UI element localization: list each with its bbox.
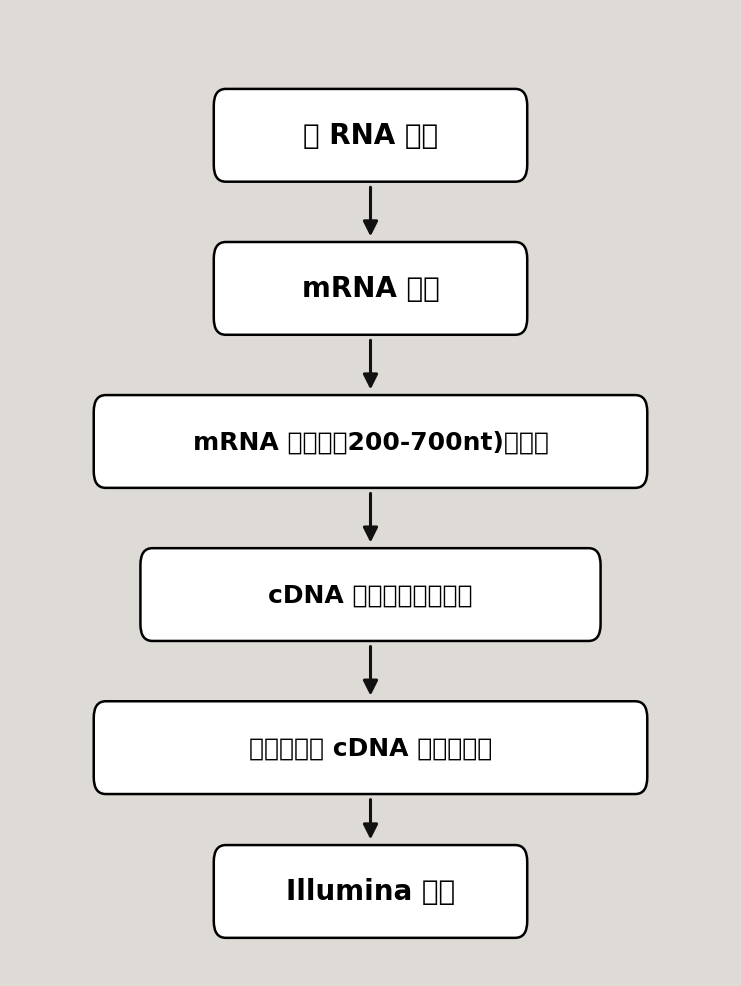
FancyBboxPatch shape: [93, 702, 647, 795]
FancyBboxPatch shape: [140, 548, 600, 641]
Text: 片段筛选和 cDNA 文库的建立: 片段筛选和 cDNA 文库的建立: [249, 736, 492, 760]
FancyBboxPatch shape: [93, 395, 647, 488]
Text: mRNA 富集: mRNA 富集: [302, 275, 439, 303]
FancyBboxPatch shape: [213, 243, 527, 335]
FancyBboxPatch shape: [213, 90, 527, 182]
Text: Illumina 测序: Illumina 测序: [286, 878, 455, 905]
Text: cDNA 的合成和接头连接: cDNA 的合成和接头连接: [268, 583, 473, 607]
Text: mRNA 短片段（200-700nt)的获得: mRNA 短片段（200-700nt)的获得: [193, 430, 548, 454]
Text: 总 RNA 提取: 总 RNA 提取: [303, 122, 438, 150]
FancyBboxPatch shape: [213, 845, 527, 938]
